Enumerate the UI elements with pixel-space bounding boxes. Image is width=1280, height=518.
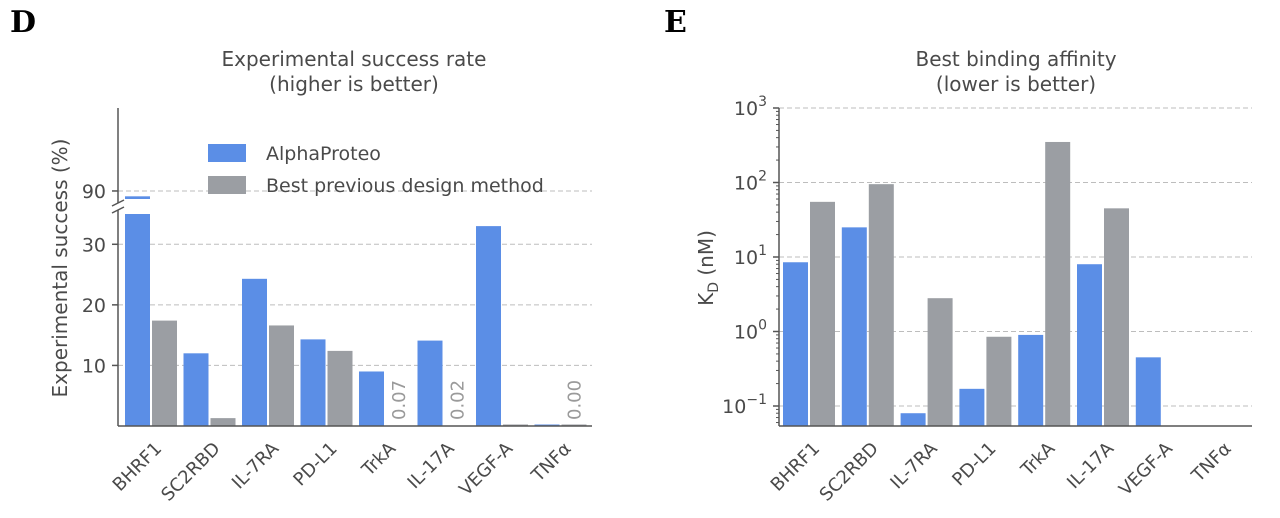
data-label: 0.02 [447, 380, 468, 420]
panel-d: D Experimental success rate (higher is b… [10, 5, 592, 506]
legend-label-previous: Best previous design method [266, 175, 544, 197]
chart-title-line-1: Experimental success rate [222, 47, 487, 71]
x-tick-label: IL-17A [404, 438, 459, 493]
y-tick-label: 10−1 [722, 392, 767, 418]
y-tick-label: 101 [734, 243, 767, 269]
bar-alphaproteo-bhrf1-upper [125, 196, 150, 199]
data-label: 0.07 [389, 380, 410, 420]
bar-previous-il-7ra [927, 298, 953, 426]
x-tick-label: PD-L1 [948, 438, 1000, 490]
bar-previous-pd-l1 [986, 336, 1012, 426]
bar-alphaproteo-il-7ra [900, 413, 926, 426]
bar-alphaproteo-bhrf1 [783, 262, 808, 426]
bar-alphaproteo-bhrf1 [125, 214, 150, 426]
x-tick-label: BHRF1 [109, 438, 166, 495]
chart-title-line-2: (lower is better) [936, 72, 1096, 96]
bar-alphaproteo-sc2rbd [841, 227, 867, 426]
x-tick-label: IL-7RA [228, 438, 284, 494]
y-tick-label: 90 [82, 181, 106, 203]
y-tick-label: 30 [82, 234, 106, 256]
x-tick-label: TrkA [1017, 438, 1060, 481]
axis-break-mark [111, 206, 125, 214]
chart-title-line-2: (higher is better) [269, 72, 439, 96]
x-tick-label: TrkA [357, 438, 400, 481]
bar-previous-il-17a [1104, 208, 1129, 426]
y-tick-label: 103 [734, 94, 767, 120]
y-axis-label: KD (nM) [694, 230, 722, 306]
x-tick-label: IL-7RA [886, 438, 942, 494]
bar-alphaproteo-il-17a [417, 340, 443, 426]
y-axis-label: Experimental success (%) [48, 139, 72, 398]
bar-alphaproteo-vegf-a [1135, 357, 1161, 426]
y-tick-label: 20 [82, 295, 106, 317]
x-tick-label: VEGF-A [455, 438, 517, 500]
x-tick-label: BHRF1 [767, 438, 824, 495]
bar-alphaproteo-pd-l1 [959, 388, 985, 426]
bar-previous-pd-l1 [327, 350, 353, 426]
data-label: 0.00 [564, 380, 585, 420]
x-tick-label: SC2RBD [157, 438, 224, 505]
x-tick-label: TNFα [527, 438, 576, 487]
x-tick-label: PD-L1 [289, 438, 341, 490]
bar-alphaproteo-sc2rbd [183, 353, 209, 426]
bar-previous-bhrf1 [152, 320, 177, 426]
chart-title-line-1: Best binding affinity [915, 47, 1116, 71]
bar-alphaproteo-trka [1018, 334, 1044, 426]
x-tick-label: IL-17A [1063, 438, 1118, 493]
bar-previous-sc2rbd [210, 418, 236, 426]
y-tick-label: 10 [82, 355, 106, 377]
legend-swatch-alphaproteo [208, 144, 246, 162]
legend: AlphaProteo Best previous design method [208, 143, 544, 197]
bar-alphaproteo-il-7ra [242, 278, 267, 426]
legend-swatch-previous [208, 176, 246, 194]
legend-label-alphaproteo: AlphaProteo [266, 143, 381, 165]
axis-break-mark [111, 199, 125, 207]
bar-previous-trka [1045, 141, 1071, 427]
x-tick-label: VEGF-A [1115, 438, 1177, 500]
x-tick-label: SC2RBD [816, 438, 883, 505]
bar-previous-sc2rbd [868, 184, 894, 426]
bar-alphaproteo-il-17a [1077, 264, 1102, 426]
bar-alphaproteo-pd-l1 [300, 339, 326, 426]
bar-alphaproteo-trka [359, 371, 384, 426]
y-tick-label: 100 [734, 318, 767, 344]
y-tick-label: 102 [734, 169, 767, 195]
bar-previous-bhrf1 [810, 201, 835, 426]
x-tick-label: TNFα [1187, 438, 1236, 487]
panel-letter-d: D [10, 5, 36, 40]
panel-letter-e: E [664, 5, 687, 40]
bar-previous-il-7ra [269, 325, 294, 426]
panel-e: E Best binding affinity (lower is better… [664, 5, 1252, 506]
bar-alphaproteo-vegf-a [476, 226, 501, 426]
